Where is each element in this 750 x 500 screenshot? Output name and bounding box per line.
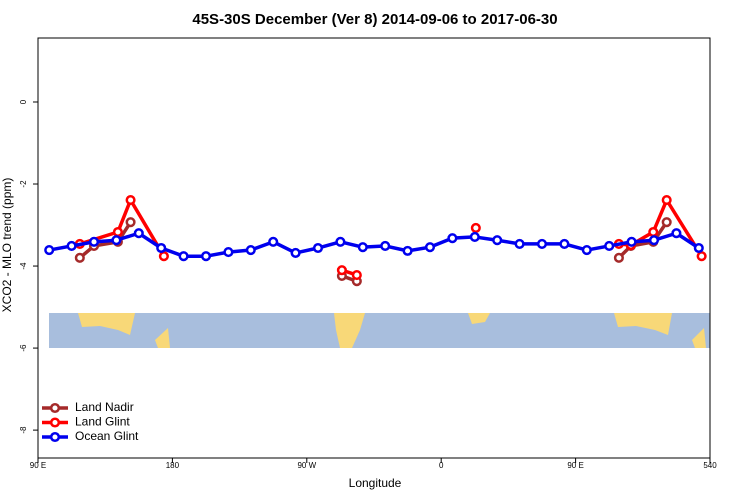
x-tick-label: 90 E [30,461,46,470]
data-point [671,228,682,239]
chart-title: 45S-30S December (Ver 8) 2014-09-06 to 2… [192,11,557,28]
data-point [112,226,123,238]
data-point [158,251,169,262]
data-point [156,242,167,254]
data-point [581,245,592,256]
data-point [200,251,212,262]
data-point [66,240,77,251]
data-point [88,236,100,247]
data-point [178,251,189,262]
legend-label: Land Glint [75,415,130,429]
plot-frame [37,37,711,459]
x-tick-label: 540 [703,461,717,470]
x-tick-label: 0 [439,461,444,470]
data-point [470,222,481,233]
data-point [559,238,570,249]
x-tick-label: 90 W [297,461,316,470]
data-point [402,245,413,256]
y-tick-label: -8 [19,426,28,434]
data-point [245,245,256,256]
legend-label: Land Nadir [75,400,134,414]
data-point [125,217,136,228]
x-axis-label: Longitude [349,476,402,490]
data-point [380,240,391,251]
data-point [351,270,362,281]
data-point [335,236,346,247]
y-tick-label: -6 [19,344,28,352]
y-tick-label: 0 [19,99,28,104]
data-point [469,231,480,242]
data-point [604,240,615,251]
data-point [336,265,347,276]
data-point [613,252,624,263]
data-point [447,233,458,244]
data-point [661,217,672,228]
data-point [290,247,301,258]
data-point [492,235,503,246]
data-point [268,236,279,247]
data-point [44,245,55,256]
data-point [74,252,85,263]
data-point [133,228,144,239]
x-tick-label: 90 E [567,461,583,470]
legend-marker [49,431,61,443]
series-line [48,231,700,258]
data-point [514,238,525,249]
data-point [125,194,136,206]
data-point [648,226,659,238]
legend-label: Ocean Glint [75,429,139,443]
data-point [312,242,324,254]
data-point [223,247,234,258]
data-point [357,242,368,253]
map-strip [49,313,710,348]
data-point [693,242,704,254]
data-point [661,194,672,206]
data-point [648,235,660,246]
y-axis-label: XCO2 - MLO trend (ppm) [0,178,14,313]
data-point [424,242,436,253]
y-tick-label: -4 [19,262,28,270]
data-point [696,251,707,262]
legend-marker [49,402,61,414]
data-point [626,236,637,247]
x-tick-label: 180 [166,461,180,470]
series-line [79,198,704,277]
data-point [111,235,122,246]
legend-marker [49,417,61,428]
data-point [536,238,548,249]
y-tick-label: -2 [19,180,28,188]
